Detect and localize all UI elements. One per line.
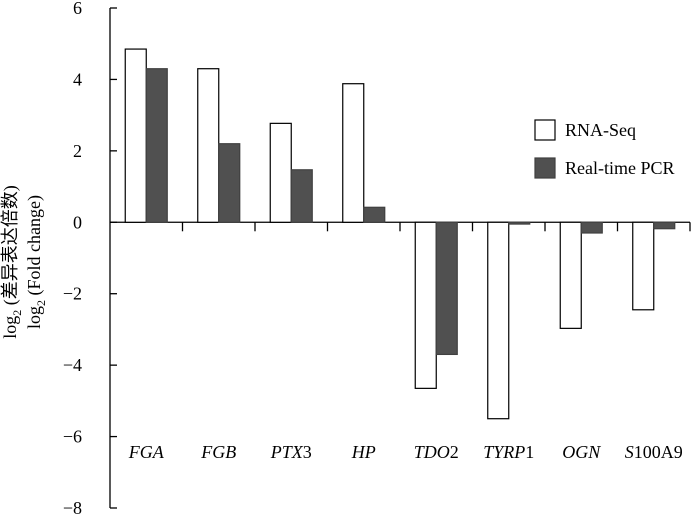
legend-label: RNA-Seq <box>565 120 636 140</box>
bar-rna-seq <box>559 221 582 329</box>
y-tick-label: 2 <box>73 141 82 161</box>
bar-rna-seq <box>197 68 220 223</box>
bar-rna-seq <box>414 221 437 389</box>
category-label: PTX3 <box>270 442 312 462</box>
legend: RNA-Seq Real-time PCR <box>534 119 675 179</box>
bar-real-time-pcr <box>363 206 386 223</box>
bar-real-time-pcr <box>290 169 313 223</box>
y-axis-label-chinese: log2 (差异表达倍数) <box>0 185 24 339</box>
y-axis-label-english: log2 (Fold change) <box>24 195 48 329</box>
bar-real-time-pcr <box>508 221 531 225</box>
category-label: OGN <box>562 442 601 462</box>
y-tick-label: −4 <box>63 355 82 375</box>
category-label: TDO2 <box>414 442 459 462</box>
y-tick-label: 6 <box>73 0 82 18</box>
category-label: S100A9 <box>625 442 683 462</box>
bar-real-time-pcr <box>145 68 168 223</box>
y-tick-label: 0 <box>73 212 82 232</box>
legend-swatch <box>534 157 556 179</box>
category-label: HP <box>351 442 376 462</box>
category-labels: FGA FGB PTX3 HP TDO2 TYRP1 OGN S100A9 <box>128 442 683 462</box>
bar-rna-seq <box>487 221 510 420</box>
y-tick-label: −6 <box>63 427 82 447</box>
bars <box>124 48 676 420</box>
bar-real-time-pcr <box>653 221 676 230</box>
legend-label: Real-time PCR <box>565 158 675 178</box>
bar-rna-seq <box>342 83 365 223</box>
bar-rna-seq <box>124 48 147 223</box>
bar-real-time-pcr <box>218 143 241 223</box>
y-tick-label: 4 <box>73 69 82 89</box>
bar-rna-seq <box>632 221 655 311</box>
y-tick-label: −8 <box>63 498 82 516</box>
legend-swatch <box>534 119 556 141</box>
y-tick-label: −2 <box>63 284 82 304</box>
category-label: TYRP1 <box>483 442 534 462</box>
bar-real-time-pcr <box>580 221 603 234</box>
bar-rna-seq <box>269 122 292 223</box>
bar-real-time-pcr <box>435 221 458 356</box>
category-label: FGB <box>200 442 236 462</box>
category-label: FGA <box>128 442 165 462</box>
